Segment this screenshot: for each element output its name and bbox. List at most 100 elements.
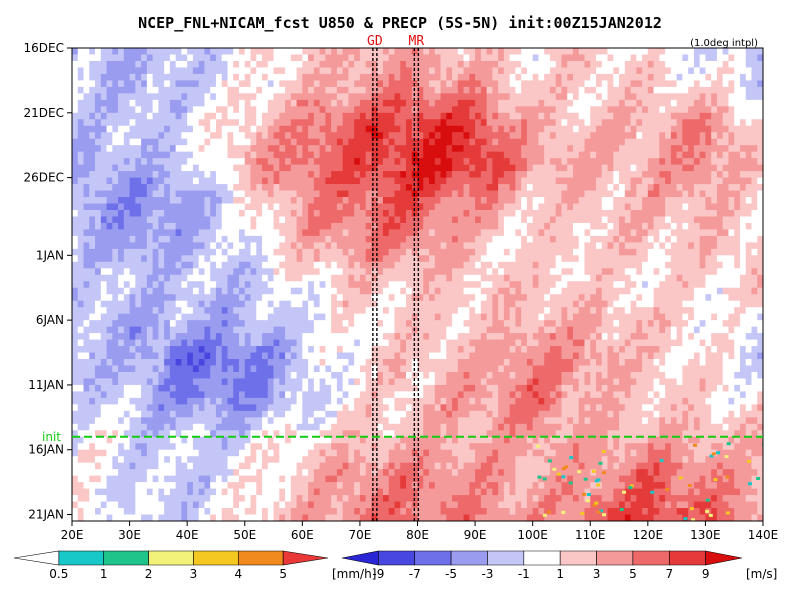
u850-cell <box>158 274 165 282</box>
u850-cell <box>590 255 597 263</box>
u850-cell <box>158 294 165 302</box>
u850-cell <box>411 138 418 146</box>
u850-cell <box>584 164 591 172</box>
u850-cell <box>83 132 90 140</box>
u850-cell <box>296 86 303 94</box>
u850-cell <box>308 106 315 114</box>
u850-cell <box>457 190 464 198</box>
u850-cell <box>141 235 148 243</box>
u850-cell <box>417 54 424 62</box>
u850-cell <box>400 125 407 133</box>
u850-cell <box>446 119 453 127</box>
u850-cell <box>440 209 447 217</box>
u850-cell <box>290 171 297 178</box>
u850-cell <box>215 274 223 282</box>
u850-cell <box>267 261 274 269</box>
u850-cell <box>296 119 303 127</box>
u850-cell <box>601 158 608 166</box>
u850-cell <box>394 313 401 321</box>
u850-cell <box>682 281 689 289</box>
u850-cell <box>475 106 482 114</box>
u850-cell <box>757 248 763 256</box>
u850-cell <box>728 197 735 204</box>
u850-cell <box>699 203 706 211</box>
u850-cell <box>123 132 130 140</box>
u850-cell <box>590 106 597 114</box>
u850-cell <box>400 209 407 217</box>
u850-cell <box>77 54 84 62</box>
u850-cell <box>169 222 177 230</box>
u850-cell <box>118 48 125 55</box>
u850-cell <box>486 287 493 295</box>
u850-cell <box>331 54 338 62</box>
u850-cell <box>83 190 90 198</box>
u850-cell <box>273 54 280 62</box>
u850-cell <box>693 93 701 101</box>
u850-cell <box>365 300 372 308</box>
u850-cell <box>336 216 344 224</box>
u850-cell <box>181 197 188 204</box>
u850-cell <box>636 222 643 230</box>
u850-cell <box>227 119 234 127</box>
u850-cell <box>734 261 741 269</box>
u850-cell <box>175 86 182 94</box>
u850-cell <box>526 294 534 302</box>
u850-cell <box>313 99 321 107</box>
u850-cell <box>734 106 741 114</box>
u850-cell <box>532 112 539 120</box>
u850-cell <box>388 229 395 237</box>
u850-cell <box>342 164 349 172</box>
u850-cell <box>210 171 217 178</box>
u850-cell <box>613 54 620 62</box>
u850-cell <box>296 73 303 81</box>
u850-cell <box>624 294 631 302</box>
u850-cell <box>434 132 441 140</box>
u850-cell <box>394 158 401 166</box>
u850-cell <box>187 48 194 55</box>
u850-cell <box>336 158 344 166</box>
u850-cell <box>382 177 390 185</box>
u850-cell <box>123 60 130 68</box>
u850-cell <box>607 235 614 243</box>
u850-cell <box>169 171 177 178</box>
u850-cell <box>394 125 401 133</box>
u850-cell <box>325 184 332 191</box>
u850-cell <box>112 177 119 185</box>
u850-cell <box>83 151 90 159</box>
u850-cell <box>601 255 608 263</box>
u850-cell <box>676 67 683 75</box>
u850-cell <box>285 235 292 243</box>
u850-cell <box>204 177 211 185</box>
u850-cell <box>405 222 413 230</box>
u850-cell <box>630 268 637 276</box>
u850-cell <box>676 125 683 133</box>
u850-cell <box>613 151 620 159</box>
u850-cell <box>210 294 217 302</box>
u850-cell <box>135 287 142 295</box>
u850-cell <box>342 73 349 81</box>
u850-cell <box>210 138 217 146</box>
u850-cell <box>411 177 418 185</box>
u850-cell <box>325 171 332 178</box>
u850-cell <box>100 112 107 120</box>
u850-cell <box>452 119 459 127</box>
u850-cell <box>365 203 372 211</box>
u850-cell <box>705 164 712 172</box>
u850-cell <box>210 60 217 68</box>
u850-cell <box>613 132 620 140</box>
u850-cell <box>302 248 309 256</box>
u850-cell <box>146 86 154 94</box>
u850-cell <box>636 242 643 250</box>
u850-cell <box>434 209 441 217</box>
u850-cell <box>319 138 326 146</box>
u850-cell <box>83 93 90 101</box>
u850-cell <box>561 138 568 146</box>
u850-cell <box>227 197 234 204</box>
u850-cell <box>313 93 321 101</box>
u850-cell <box>503 242 511 250</box>
u850-cell <box>256 255 263 263</box>
u850-cell <box>711 86 718 94</box>
u850-cell <box>624 125 631 133</box>
u850-cell <box>273 119 280 127</box>
u850-cell <box>262 119 269 127</box>
